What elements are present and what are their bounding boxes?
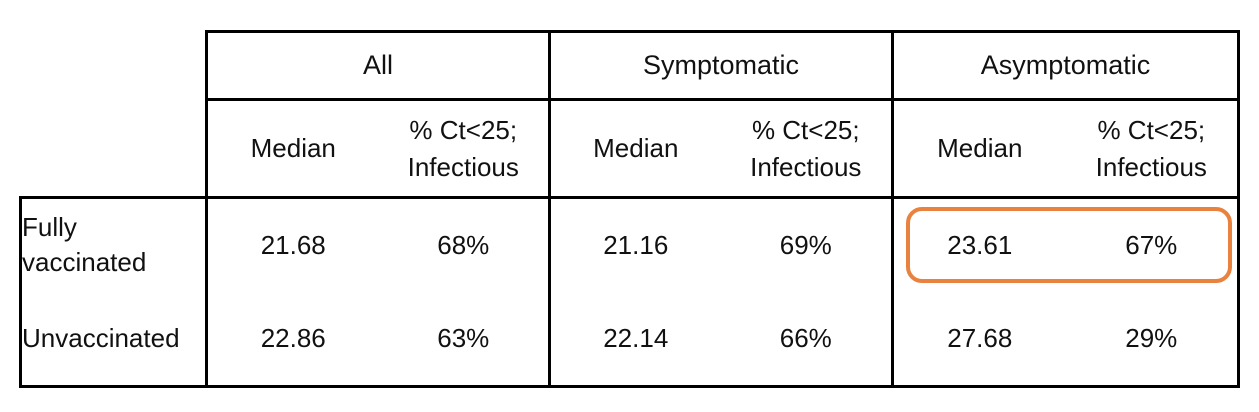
cell-fully-vaccinated-asymptomatic-pct: 67% [1065, 196, 1241, 292]
cell-unvaccinated-asymptomatic-pct: 29% [1065, 291, 1241, 388]
col-group-symptomatic: Symptomatic [548, 30, 895, 101]
empty-corner-cell [20, 99, 207, 198]
row-label-unvaccinated: Unvaccinated [19, 291, 207, 388]
table-row-unvaccinated: Unvaccinated 22.86 63% 22.14 66% 27.68 2… [19, 291, 1241, 388]
row-label-fully-vaccinated: Fully vaccinated [19, 196, 207, 292]
subheader-symptomatic-median: Median [548, 98, 721, 199]
cell-unvaccinated-asymptomatic-median: 27.68 [891, 291, 1066, 388]
table-row-group-header: All Symptomatic Asymptomatic [20, 30, 1241, 101]
subheader-symptomatic-pct-infectious: % Ct<25; Infectious [720, 98, 895, 199]
empty-corner-cell [20, 31, 207, 100]
col-group-asymptomatic: Asymptomatic [891, 30, 1241, 101]
ct-table-grid: All Symptomatic Asymptomatic Median % Ct… [19, 30, 1241, 388]
subheader-all-median: Median [205, 98, 379, 199]
cell-fully-vaccinated-symptomatic-median: 21.16 [548, 196, 721, 292]
table-row-fully-vaccinated: Fully vaccinated 21.68 68% 21.16 69% 23.… [19, 196, 1241, 292]
cell-unvaccinated-symptomatic-median: 22.14 [548, 291, 721, 388]
subheader-asymptomatic-pct-infectious: % Ct<25; Infectious [1065, 98, 1241, 199]
cell-fully-vaccinated-all-pct: 68% [378, 196, 552, 292]
cell-fully-vaccinated-asymptomatic-median: 23.61 [891, 196, 1066, 292]
cell-unvaccinated-symptomatic-pct: 66% [720, 291, 895, 388]
cell-fully-vaccinated-all-median: 21.68 [205, 196, 379, 292]
cell-unvaccinated-all-pct: 63% [378, 291, 552, 388]
subheader-all-pct-infectious: % Ct<25; Infectious [378, 98, 552, 199]
col-group-all: All [204, 30, 552, 101]
cell-fully-vaccinated-symptomatic-pct: 69% [720, 196, 895, 292]
cell-unvaccinated-all-median: 22.86 [205, 291, 379, 388]
ct-value-table: All Symptomatic Asymptomatic Median % Ct… [19, 30, 1241, 388]
table-row-sub-header: Median % Ct<25; Infectious Median % Ct<2… [20, 98, 1241, 199]
subheader-asymptomatic-median: Median [891, 98, 1066, 199]
